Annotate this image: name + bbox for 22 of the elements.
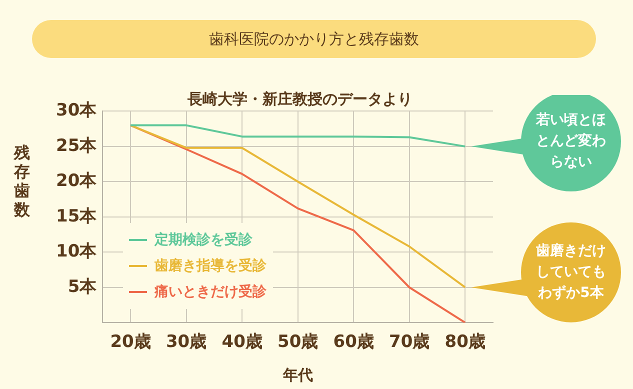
chart-title: 歯科医院のかかり方と残存歯数 bbox=[32, 20, 596, 58]
x-axis-title: 年代 bbox=[282, 366, 313, 384]
x-tick-label: 30歳 bbox=[166, 332, 207, 352]
legend-label: 痛いときだけ受診 bbox=[154, 282, 267, 301]
x-tick-label: 70歳 bbox=[389, 332, 430, 352]
x-tick-label: 80歳 bbox=[444, 332, 486, 352]
annotation: 歯磨きだけしていてもわずか5本 bbox=[535, 242, 606, 302]
y-axis-title: 残存歯数 bbox=[12, 143, 31, 219]
x-tick-label: 60歳 bbox=[333, 332, 374, 352]
y-tick-label: 10本 bbox=[56, 242, 98, 262]
chart-subtitle: 長崎大学・新庄教授のデータより bbox=[186, 90, 414, 109]
legend-label: 歯磨き指導を受診 bbox=[154, 256, 267, 275]
legend-label: 定期検診を受診 bbox=[154, 230, 253, 249]
y-tick-label: 5本 bbox=[68, 276, 98, 297]
y-tick-label: 15本 bbox=[56, 206, 98, 226]
x-tick-label: 20歳 bbox=[110, 332, 151, 352]
x-tick-label: 40歳 bbox=[222, 332, 262, 352]
y-tick-label: 25本 bbox=[56, 136, 98, 156]
x-tick-label: 50歳 bbox=[277, 332, 318, 352]
annotation: 若い頃とほとんど変わらない bbox=[535, 112, 606, 170]
y-tick-label: 20本 bbox=[56, 171, 98, 192]
y-tick-label: 30本 bbox=[56, 100, 98, 121]
